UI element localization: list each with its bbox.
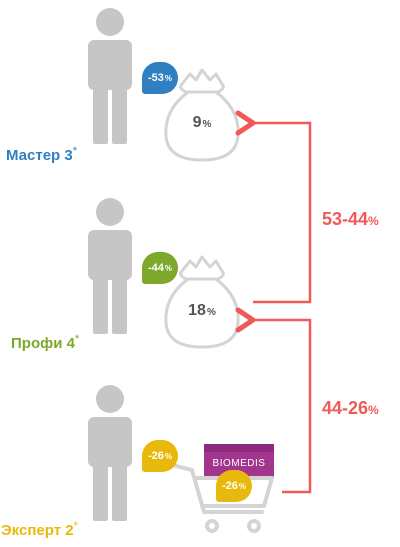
bag-value: 18% (188, 302, 216, 319)
bracket-label: 44-26% (322, 398, 379, 418)
bag-value: 9% (192, 114, 212, 131)
tier-label-master: Мастер 3* (6, 145, 78, 164)
tier-label-profi: Профи 4* (11, 333, 80, 352)
arrow-left-icon (235, 307, 312, 494)
discount-badge: -53% (142, 62, 178, 94)
cart-discount-badge: -26% (216, 470, 252, 502)
arrow-left-icon (235, 110, 312, 304)
discount-badge: -26% (142, 440, 178, 472)
product-box-label: BIOMEDIS (212, 458, 266, 469)
bracket-label: 53-44% (322, 209, 379, 229)
tier-label-expert: Эксперт 2* (1, 520, 78, 539)
discount-badge: -44% (142, 252, 178, 284)
